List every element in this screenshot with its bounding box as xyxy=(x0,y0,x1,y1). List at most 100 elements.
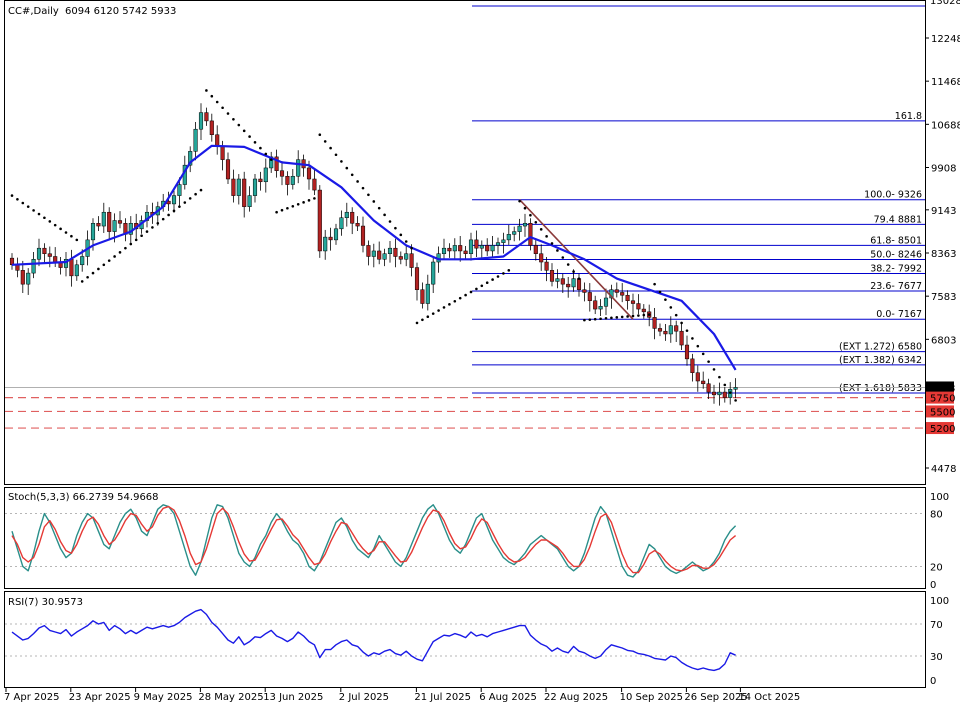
candle-body xyxy=(479,245,484,249)
rsi-tick-label: 0 xyxy=(930,676,936,687)
sar-dot xyxy=(680,321,683,325)
ohlc-values: 6094 6120 5742 5933 xyxy=(65,6,176,17)
sar-dot xyxy=(410,246,413,250)
sar-dot xyxy=(691,337,694,340)
candle-body xyxy=(231,178,236,196)
support-price-label: 5750 xyxy=(930,394,955,405)
candle-body xyxy=(333,228,339,241)
candle-body xyxy=(198,112,204,130)
sar-dot xyxy=(626,315,629,318)
date-label: 21 Jul 2025 xyxy=(414,692,471,703)
candle-body xyxy=(528,223,533,246)
sar-dot xyxy=(26,205,30,208)
candle-body xyxy=(285,175,290,185)
price-tick-label: 4478 xyxy=(931,464,956,475)
candle-body xyxy=(220,145,225,160)
candle-body xyxy=(393,247,398,257)
sar-dot xyxy=(394,226,397,230)
sar-dot xyxy=(340,160,343,163)
sar-dot xyxy=(404,240,408,243)
date-label: 2 Jul 2025 xyxy=(339,692,389,703)
sar-dot xyxy=(442,306,446,309)
fib-label: 100.0- 9326 xyxy=(864,190,922,201)
sar-dot xyxy=(431,312,435,315)
symbol-title: CC#,Daily xyxy=(8,6,59,17)
candle-body xyxy=(717,391,722,396)
sar-dot xyxy=(259,146,262,150)
sar-dot xyxy=(620,315,624,319)
price-tick-label: 7583 xyxy=(931,292,956,303)
candle-body xyxy=(447,247,452,252)
sar-dot xyxy=(399,233,403,237)
sar-dot xyxy=(734,399,737,402)
fib-label: (EXT 1.618) 5833 xyxy=(839,383,922,394)
fib-label: 79.4 8881 xyxy=(874,214,922,225)
sar-dot xyxy=(75,238,79,242)
date-label: 26 Sep 2025 xyxy=(684,692,747,703)
rsi-line xyxy=(11,608,736,672)
candle-body xyxy=(225,159,231,180)
date-label: 13 Jun 2025 xyxy=(263,692,323,703)
sar-dot xyxy=(426,315,430,319)
fib-label: 23.6- 7677 xyxy=(870,281,922,292)
candle-body xyxy=(490,245,495,252)
rsi-tick-label: 70 xyxy=(930,620,943,631)
sar-dot xyxy=(97,267,100,271)
candle-body xyxy=(117,220,123,224)
sar-dot xyxy=(572,270,575,273)
rsi-tick-label: 100 xyxy=(930,596,949,607)
candle-body xyxy=(69,259,74,277)
fib-label: 38.2- 7992 xyxy=(870,264,922,275)
sar-dot xyxy=(188,197,192,200)
fib-label: 161.8 xyxy=(895,111,922,122)
candle-body xyxy=(414,267,420,290)
sar-dot xyxy=(302,201,305,204)
price-tick-label: 13028 xyxy=(930,0,960,7)
sar-dot xyxy=(383,213,386,217)
sar-dot xyxy=(242,129,246,133)
sar-dot xyxy=(350,173,354,177)
candle-body xyxy=(63,259,69,268)
sar-dot xyxy=(458,296,462,300)
candle-body xyxy=(171,195,177,205)
date-label: 23 Apr 2025 xyxy=(69,692,131,703)
sar-dot xyxy=(415,321,419,325)
candle-body xyxy=(533,245,538,254)
sar-dot xyxy=(556,249,559,252)
candle-body xyxy=(603,297,609,307)
sar-dot xyxy=(502,272,505,275)
candle-body xyxy=(193,128,198,152)
sar-dot xyxy=(583,318,586,322)
candle-body xyxy=(517,225,522,232)
date-label: 7 Apr 2025 xyxy=(4,692,59,703)
sar-dot xyxy=(453,299,457,303)
sar-dot xyxy=(183,201,187,204)
candle-body xyxy=(128,223,133,235)
candle-body xyxy=(74,264,79,277)
candle-body xyxy=(339,217,344,230)
candle-body xyxy=(566,283,571,288)
date-axis: 7 Apr 2025 23 Apr 2025 9 May 2025 28 May 20… xyxy=(4,688,800,703)
sar-dot xyxy=(145,230,149,233)
sar-dot xyxy=(421,318,424,322)
candle-body xyxy=(398,256,403,260)
sar-dot xyxy=(647,313,651,316)
price-tick-label: 10688 xyxy=(931,120,960,131)
sar-dot xyxy=(86,275,89,279)
sar-dot xyxy=(10,194,14,197)
sar-dot xyxy=(469,290,473,294)
stoch-main-line xyxy=(11,504,737,578)
sar-dot xyxy=(480,284,484,288)
sar-dot xyxy=(491,278,494,281)
candle-body xyxy=(614,289,619,293)
candle-body xyxy=(387,247,393,254)
sar-dot xyxy=(178,205,181,208)
candle-body xyxy=(317,189,322,252)
candle-body xyxy=(204,112,209,122)
candle-body xyxy=(296,159,301,177)
candle-body xyxy=(344,211,349,218)
sar-dot xyxy=(313,197,316,200)
downtrend-line xyxy=(519,199,634,320)
sar-dot xyxy=(723,383,727,387)
